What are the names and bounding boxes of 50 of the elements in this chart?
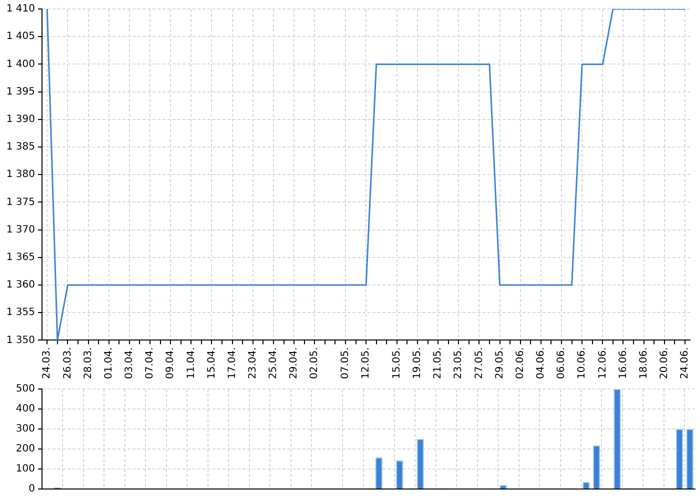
x-tick-label: 17.04. [226, 347, 238, 380]
y-tick-label: 1 395 [6, 86, 35, 98]
x-tick-label: 09.04. [165, 347, 176, 380]
y-tick-label: 1 380 [6, 169, 35, 180]
y-tick-label: 400 [16, 404, 35, 415]
y-tick-label: 1 390 [6, 114, 35, 125]
x-tick-label: 24.03. [42, 347, 53, 380]
y-tick-label: 1 355 [6, 307, 35, 318]
y-tick-label: 1 365 [6, 252, 35, 263]
x-tick-label: 27.05. [474, 347, 485, 380]
x-tick-label: 18.06. [638, 347, 650, 380]
y-tick-label: 1 405 [6, 31, 35, 42]
y-tick-label: 1 360 [6, 280, 35, 291]
x-tick-label: 12.05. [360, 347, 372, 380]
y-tick-label: 1 375 [6, 196, 35, 208]
x-tick-label: 25.04. [268, 347, 280, 380]
x-tick-label: 11.04. [186, 347, 197, 380]
x-tick-label: 29.04. [288, 347, 300, 380]
y-tick-label: 100 [16, 464, 35, 475]
x-tick-label: 12.06. [597, 347, 608, 380]
x-tick-label: 02.05. [309, 347, 320, 380]
x-tick-label: 02.06. [514, 347, 526, 380]
x-tick-label: 21.05. [432, 347, 444, 380]
x-tick-label: 03.04. [124, 347, 136, 380]
x-tick-label: 15.05. [392, 347, 403, 380]
x-tick-label: 23.05. [453, 347, 464, 380]
x-tick-label: 07.05. [340, 347, 352, 380]
x-tick-label: 01.04. [103, 347, 114, 380]
y-tick-label: 1 370 [6, 224, 35, 236]
x-tick-label: 24.06. [680, 347, 691, 380]
x-tick-label: 20.06. [658, 347, 670, 380]
y-tick-label: 500 [16, 384, 35, 395]
y-tick-label: 1 350 [6, 334, 35, 346]
x-tick-label: 19.05. [412, 347, 424, 380]
y-tick-label: 200 [16, 444, 35, 455]
y-tick-label: 1 400 [6, 58, 35, 70]
y-tick-label: 300 [16, 424, 35, 435]
x-tick-label: 07.04. [144, 347, 156, 380]
x-tick-label: 15.04. [206, 347, 218, 380]
x-tick-label: 29.05. [494, 347, 506, 380]
x-tick-label: 06.06. [556, 347, 568, 380]
x-tick-label: 04.06. [536, 347, 547, 380]
y-tick-label: 1 410 [6, 4, 35, 15]
x-tick-label: 26.03. [62, 347, 74, 380]
x-tick-label: 23.04. [247, 347, 258, 380]
y-tick-label: 1 385 [6, 142, 35, 153]
x-tick-label: 28.03. [82, 347, 94, 380]
y-tick-label: 0 [28, 484, 35, 495]
x-tick-label: 16.06. [618, 347, 629, 380]
x-tick-label: 10.06. [576, 347, 588, 380]
